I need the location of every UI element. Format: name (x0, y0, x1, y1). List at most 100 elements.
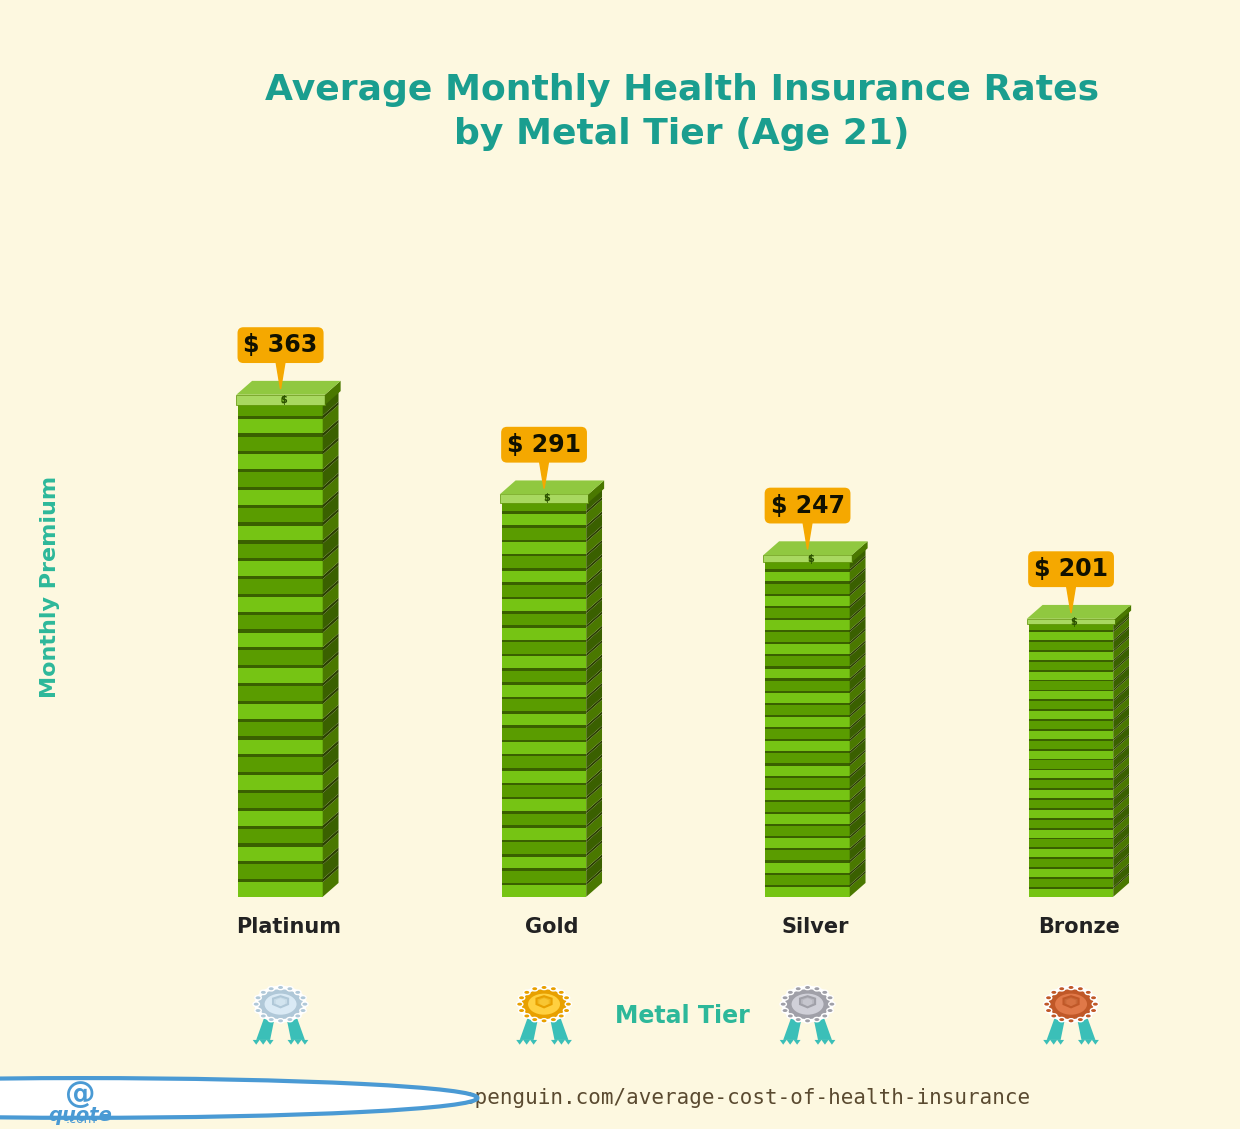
Polygon shape (1114, 843, 1128, 859)
Polygon shape (502, 497, 587, 499)
Circle shape (822, 990, 828, 995)
Circle shape (520, 988, 568, 1021)
Circle shape (805, 1018, 811, 1023)
Polygon shape (765, 763, 849, 765)
Polygon shape (1114, 764, 1128, 780)
Polygon shape (1114, 865, 1128, 887)
Polygon shape (502, 568, 587, 571)
Polygon shape (502, 542, 587, 554)
Polygon shape (502, 656, 587, 668)
Polygon shape (765, 751, 849, 753)
Polygon shape (587, 771, 603, 797)
Polygon shape (502, 642, 587, 654)
Circle shape (523, 1014, 529, 1018)
Polygon shape (277, 998, 285, 1006)
Text: $ 201: $ 201 (1034, 558, 1109, 581)
Polygon shape (1029, 701, 1114, 709)
Polygon shape (502, 771, 587, 782)
Polygon shape (520, 1017, 538, 1040)
Polygon shape (849, 701, 866, 717)
Polygon shape (849, 737, 866, 753)
Polygon shape (549, 1017, 568, 1040)
Polygon shape (765, 656, 849, 666)
Polygon shape (238, 718, 322, 721)
Polygon shape (1029, 741, 1114, 749)
Polygon shape (587, 868, 603, 885)
Circle shape (563, 996, 569, 1000)
Polygon shape (587, 628, 603, 654)
Polygon shape (765, 606, 849, 607)
Polygon shape (765, 691, 849, 693)
Polygon shape (238, 879, 322, 882)
Polygon shape (502, 728, 587, 739)
Polygon shape (1029, 869, 1114, 877)
Polygon shape (587, 655, 603, 671)
Polygon shape (502, 768, 587, 771)
Polygon shape (322, 830, 339, 847)
Polygon shape (322, 384, 339, 401)
Polygon shape (1029, 729, 1114, 730)
Polygon shape (238, 397, 322, 401)
Circle shape (541, 1018, 547, 1023)
Polygon shape (849, 800, 866, 824)
Polygon shape (502, 682, 587, 685)
Polygon shape (587, 726, 603, 742)
Polygon shape (849, 764, 866, 788)
Polygon shape (1029, 839, 1114, 848)
Polygon shape (587, 511, 603, 528)
Polygon shape (765, 824, 849, 826)
Polygon shape (765, 717, 849, 727)
Polygon shape (237, 395, 325, 405)
Polygon shape (1114, 636, 1128, 651)
Polygon shape (1114, 675, 1128, 691)
Polygon shape (1114, 706, 1128, 721)
Circle shape (253, 1001, 259, 1006)
Polygon shape (1114, 677, 1128, 699)
Text: $: $ (807, 553, 813, 563)
Polygon shape (800, 996, 815, 1007)
Circle shape (558, 1014, 564, 1018)
Polygon shape (502, 799, 587, 811)
Polygon shape (849, 714, 866, 729)
Polygon shape (502, 540, 587, 542)
Polygon shape (523, 1040, 531, 1044)
Polygon shape (1085, 1040, 1092, 1044)
Polygon shape (1029, 769, 1114, 770)
Polygon shape (238, 825, 322, 829)
Polygon shape (587, 814, 603, 840)
Polygon shape (1029, 889, 1114, 896)
Polygon shape (849, 834, 866, 850)
Polygon shape (1029, 691, 1114, 699)
Polygon shape (587, 500, 603, 525)
Polygon shape (238, 686, 322, 701)
Polygon shape (1078, 1040, 1085, 1044)
Text: $ 291: $ 291 (507, 432, 582, 457)
Polygon shape (1114, 875, 1128, 896)
Text: Gold: Gold (526, 917, 579, 937)
Polygon shape (286, 1017, 305, 1040)
Polygon shape (1050, 1040, 1058, 1044)
Polygon shape (765, 739, 849, 742)
Polygon shape (1115, 605, 1131, 624)
Polygon shape (849, 811, 866, 826)
Polygon shape (765, 776, 849, 778)
Polygon shape (765, 715, 849, 717)
Circle shape (1092, 1001, 1099, 1006)
Polygon shape (765, 558, 849, 559)
Text: Bronze: Bronze (1038, 917, 1120, 937)
Polygon shape (849, 594, 866, 618)
Polygon shape (551, 1040, 558, 1044)
Circle shape (260, 990, 267, 995)
Polygon shape (1114, 628, 1128, 650)
Polygon shape (587, 586, 603, 611)
Polygon shape (765, 778, 849, 788)
Polygon shape (516, 1040, 523, 1044)
Polygon shape (1029, 650, 1114, 651)
Polygon shape (322, 597, 339, 615)
Polygon shape (238, 594, 322, 597)
Polygon shape (322, 865, 339, 882)
Polygon shape (849, 667, 866, 691)
Polygon shape (849, 822, 866, 839)
Polygon shape (1029, 877, 1114, 878)
Circle shape (795, 1017, 801, 1022)
